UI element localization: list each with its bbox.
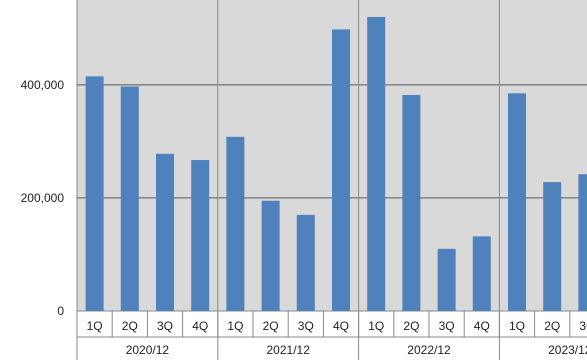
bars (85, 16, 587, 312)
x-tick-label: 3Q (439, 319, 455, 333)
bar (332, 29, 350, 312)
bar (85, 76, 104, 311)
bar (472, 236, 491, 311)
bar (508, 93, 526, 311)
bar (437, 248, 456, 311)
x-tick-label: 1Q (227, 319, 243, 333)
x-tick-label: 4Q (474, 319, 490, 333)
y-tick-label: 0 (57, 304, 64, 318)
x-tick-label: 2Q (263, 319, 279, 333)
bar (543, 182, 562, 311)
x-tick-label: 4Q (333, 319, 349, 333)
bar (578, 174, 587, 311)
bar (191, 160, 210, 311)
year-group-label: 2023/12 (548, 343, 587, 357)
year-group-label: 2022/12 (407, 343, 451, 357)
bar (296, 214, 315, 311)
x-axis-year-labels: 2020/12 2021/12 2022/12 2023/12 (126, 343, 587, 357)
bar (156, 153, 174, 311)
y-tick-label: 200,000 (21, 191, 65, 205)
x-tick-label: 3Q (298, 319, 314, 333)
x-axis-quarter-labels: 1Q 2Q 3Q 4Q 1Q 2Q 3Q 4Q 1Q 2Q 3Q 4Q 1Q 2Q 3Q (87, 319, 587, 333)
x-tick-label: 4Q (192, 319, 208, 333)
x-tick-label: 2Q (544, 319, 560, 333)
x-tick-label: 3Q (579, 319, 587, 333)
x-tick-label: 1Q (509, 319, 525, 333)
bar (367, 16, 386, 312)
bar (402, 94, 421, 311)
x-tick-label: 1Q (87, 319, 103, 333)
year-group-label: 2020/12 (126, 343, 170, 357)
year-group-label: 2021/12 (267, 343, 311, 357)
bar (120, 86, 139, 311)
x-tick-label: 1Q (368, 319, 384, 333)
bar (261, 200, 280, 311)
x-tick-label: 3Q (157, 319, 173, 333)
y-axis-ticks: 0 200,000 400,000 (21, 78, 65, 318)
bar (226, 136, 245, 311)
x-tick-label: 2Q (403, 319, 419, 333)
y-tick-label: 400,000 (21, 78, 65, 92)
x-tick-label: 2Q (122, 319, 138, 333)
